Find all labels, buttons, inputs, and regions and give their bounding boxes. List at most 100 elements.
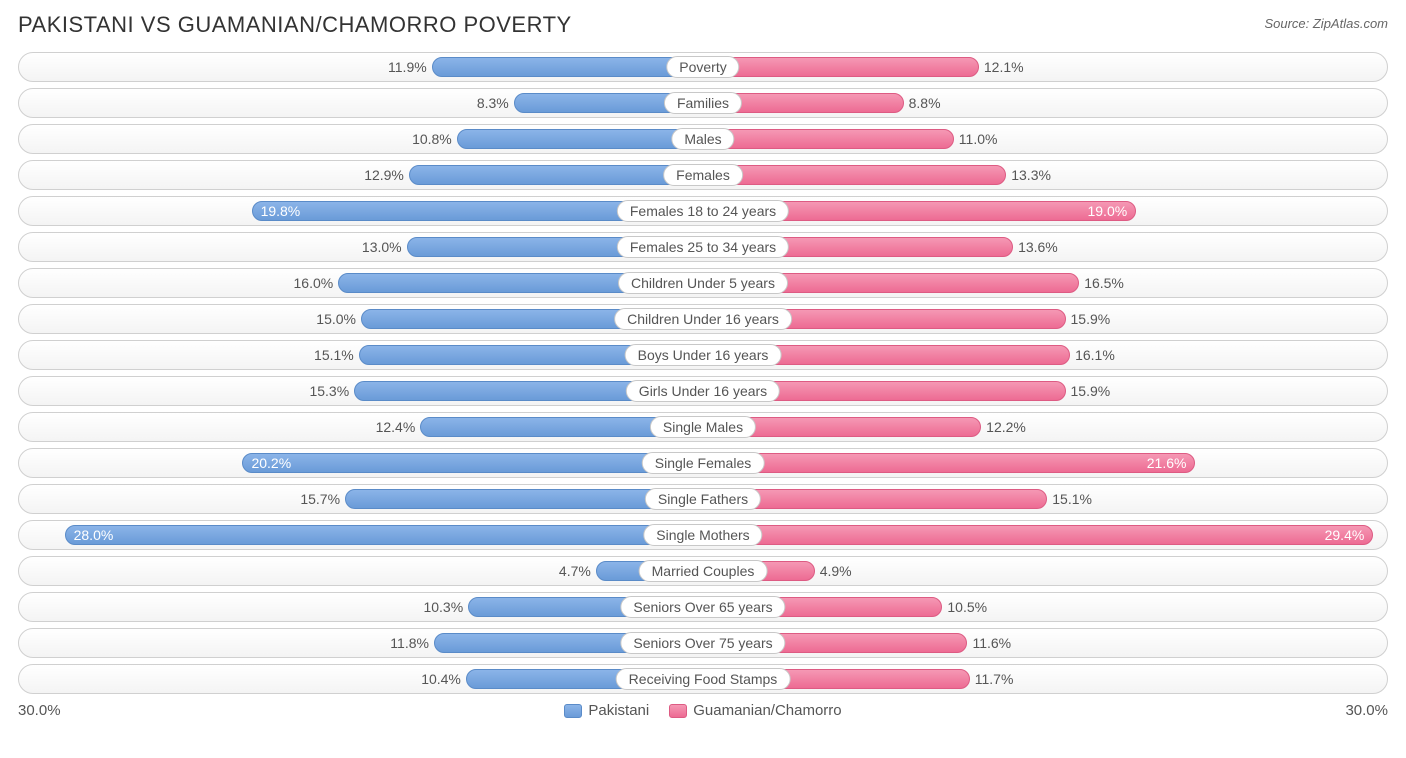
- legend-item-pakistani: Pakistani: [564, 702, 649, 719]
- bar-side-right: 19.0%: [703, 197, 1387, 225]
- bar-side-left: 11.8%: [19, 629, 703, 657]
- bar-side-right: 21.6%: [703, 449, 1387, 477]
- chart-source: Source: ZipAtlas.com: [1264, 12, 1388, 31]
- chart-row: 12.9%13.3%Females: [18, 160, 1388, 190]
- chart-row: 12.4% 12.2% Single Males: [18, 412, 1388, 442]
- bar-value-left: 15.0%: [316, 311, 356, 327]
- axis-max-right: 30.0%: [1345, 702, 1388, 719]
- bar-side-left: 12.9%: [19, 161, 703, 189]
- chart-row: 15.7%15.1%Single Fathers: [18, 484, 1388, 514]
- chart-row: 11.9%12.1%Poverty: [18, 52, 1388, 82]
- bar-value-left: 10.8%: [412, 131, 452, 147]
- category-label: Females 25 to 34 years: [617, 236, 789, 258]
- bar-value-left: 19.8%: [261, 203, 301, 219]
- bar-left: 11.9%: [432, 57, 703, 77]
- chart-row: 10.4% 11.7% Receiving Food Stamps: [18, 664, 1388, 694]
- chart-row: 10.8%11.0%Males: [18, 124, 1388, 154]
- bar-value-right: 12.2%: [986, 419, 1026, 435]
- bar-value-right: 19.0%: [1087, 203, 1127, 219]
- bar-side-right: 16.5%: [703, 269, 1387, 297]
- category-label: Males: [671, 128, 734, 150]
- chart-row: 28.0%29.4%Single Mothers: [18, 520, 1388, 550]
- bar-side-right: 13.3%: [703, 161, 1387, 189]
- bar-value-left: 12.9%: [364, 167, 404, 183]
- bar-value-right: 16.1%: [1075, 347, 1115, 363]
- bar-value-right: 4.9%: [820, 563, 852, 579]
- category-label: Children Under 16 years: [614, 308, 792, 330]
- category-label: Receiving Food Stamps: [616, 668, 791, 690]
- bar-side-right: 10.5%: [703, 593, 1387, 621]
- chart-row: 8.3%8.8%Families: [18, 88, 1388, 118]
- category-label: Single Mothers: [643, 524, 762, 546]
- bar-side-left: 15.7%: [19, 485, 703, 513]
- bar-side-left: 10.4%: [19, 665, 703, 693]
- legend-swatch-blue: [564, 704, 582, 718]
- bar-left: 12.9%: [409, 165, 703, 185]
- bar-side-left: 15.3%: [19, 377, 703, 405]
- category-label: Children Under 5 years: [618, 272, 788, 294]
- category-label: Girls Under 16 years: [626, 380, 780, 402]
- chart-row: 10.3% 10.5% Seniors Over 65 years: [18, 592, 1388, 622]
- axis-max-left: 30.0%: [18, 702, 61, 719]
- category-label: Single Males: [650, 416, 756, 438]
- bar-side-left: 15.1%: [19, 341, 703, 369]
- bar-value-right: 16.5%: [1084, 275, 1124, 291]
- bar-side-left: 15.0%: [19, 305, 703, 333]
- category-label: Seniors Over 75 years: [620, 632, 785, 654]
- bar-value-right: 11.7%: [975, 671, 1014, 687]
- category-label: Single Females: [642, 452, 765, 474]
- bar-right: 21.6%: [703, 453, 1195, 473]
- category-label: Married Couples: [639, 560, 768, 582]
- bar-side-left: 4.7%: [19, 557, 703, 585]
- bar-right: 29.4%: [703, 525, 1373, 545]
- legend: Pakistani Guamanian/Chamorro: [564, 702, 841, 719]
- bar-value-left: 10.3%: [423, 599, 463, 615]
- bar-value-left: 15.7%: [300, 491, 340, 507]
- category-label: Females 18 to 24 years: [617, 200, 789, 222]
- bar-value-right: 12.1%: [984, 59, 1024, 75]
- bar-value-right: 29.4%: [1325, 527, 1365, 543]
- bar-side-right: 4.9%: [703, 557, 1387, 585]
- bar-side-left: 10.8%: [19, 125, 703, 153]
- legend-swatch-pink: [669, 704, 687, 718]
- bar-value-left: 8.3%: [477, 95, 509, 111]
- bar-left: 10.8%: [457, 129, 703, 149]
- bar-value-right: 10.5%: [947, 599, 987, 615]
- bar-value-left: 4.7%: [559, 563, 591, 579]
- category-label: Families: [664, 92, 742, 114]
- bar-value-left: 11.8%: [390, 635, 429, 651]
- bar-side-left: 12.4%: [19, 413, 703, 441]
- bar-side-right: 11.0%: [703, 125, 1387, 153]
- bar-side-right: 12.1%: [703, 53, 1387, 81]
- chart-row: 13.0% 13.6% Females 25 to 34 years: [18, 232, 1388, 262]
- bar-value-right: 15.1%: [1052, 491, 1092, 507]
- bar-value-right: 11.6%: [972, 635, 1011, 651]
- chart-row: 19.8% 19.0% Females 18 to 24 years: [18, 196, 1388, 226]
- bar-value-left: 10.4%: [421, 671, 461, 687]
- bar-side-right: 15.9%: [703, 377, 1387, 405]
- chart-row: 15.0% 15.9% Children Under 16 years: [18, 304, 1388, 334]
- bar-value-right: 13.6%: [1018, 239, 1058, 255]
- bar-value-right: 13.3%: [1011, 167, 1051, 183]
- bar-side-left: 8.3%: [19, 89, 703, 117]
- diverging-bar-chart: 11.9%12.1%Poverty8.3%8.8%Families10.8%11…: [18, 52, 1388, 694]
- legend-item-guamanian: Guamanian/Chamorro: [669, 702, 841, 719]
- category-label: Seniors Over 65 years: [620, 596, 785, 618]
- category-label: Females: [663, 164, 743, 186]
- chart-row: 20.2% 21.6%Single Females: [18, 448, 1388, 478]
- bar-right: 13.3%: [703, 165, 1006, 185]
- bar-right: 12.1%: [703, 57, 979, 77]
- bar-value-left: 16.0%: [294, 275, 334, 291]
- bar-side-right: 11.6%: [703, 629, 1387, 657]
- category-label: Poverty: [666, 56, 739, 78]
- bar-value-right: 15.9%: [1071, 311, 1111, 327]
- bar-value-left: 20.2%: [251, 455, 291, 471]
- bar-side-left: 19.8%: [19, 197, 703, 225]
- bar-side-right: 15.1%: [703, 485, 1387, 513]
- bar-side-left: 10.3%: [19, 593, 703, 621]
- bar-side-left: 13.0%: [19, 233, 703, 261]
- bar-value-left: 11.9%: [388, 59, 427, 75]
- bar-side-left: 20.2%: [19, 449, 703, 477]
- chart-row: 15.1%16.1%Boys Under 16 years: [18, 340, 1388, 370]
- legend-label: Guamanian/Chamorro: [693, 702, 841, 719]
